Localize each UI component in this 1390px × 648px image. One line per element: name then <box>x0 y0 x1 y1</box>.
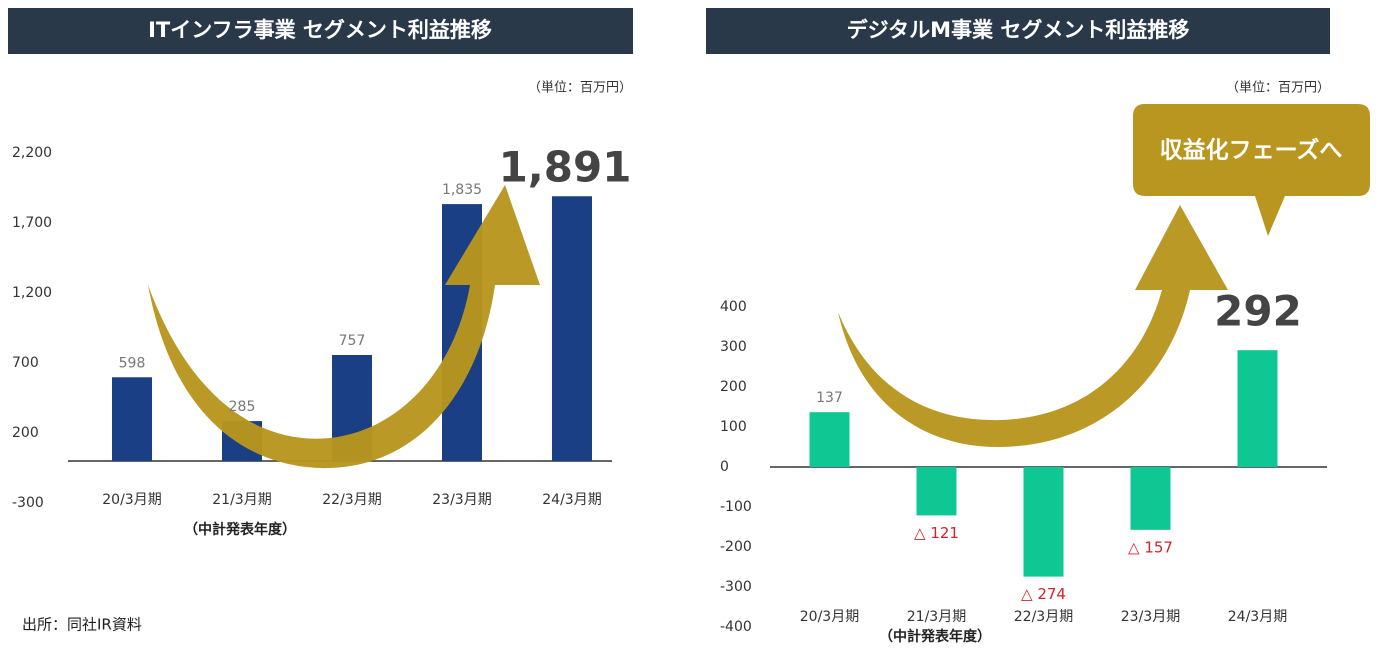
data-label: 757 <box>339 333 366 349</box>
source-note: 出所：同社IR資料 <box>22 616 142 634</box>
y-tick-label: -300 <box>12 495 44 511</box>
data-label: △ 157 <box>1128 538 1173 556</box>
bar <box>1237 350 1278 467</box>
y-tick-label: -300 <box>720 579 752 595</box>
chart-title: ITインフラ事業 セグメント利益推移 <box>148 18 492 42</box>
axis-subtitle: （中計発表年度） <box>879 628 991 645</box>
y-tick-label: 2,200 <box>12 145 52 161</box>
data-label: △ 121 <box>914 524 959 542</box>
unit-label: （単位：百万円） <box>1226 80 1330 96</box>
y-tick-label: -200 <box>720 539 752 555</box>
bar <box>112 377 152 461</box>
bar <box>809 412 850 467</box>
bar <box>1023 467 1064 577</box>
x-tick-label: 22/3月期 <box>1014 609 1073 625</box>
data-label: △ 274 <box>1021 585 1066 603</box>
chart-title: デジタルM事業 セグメント利益推移 <box>847 18 1190 42</box>
bar <box>916 467 957 516</box>
y-tick-label: -400 <box>720 619 752 635</box>
x-tick-label: 22/3月期 <box>322 492 381 508</box>
data-label: 1,891 <box>499 143 632 192</box>
x-tick-label: 23/3月期 <box>1121 609 1180 625</box>
data-label: 292 <box>1214 287 1302 336</box>
y-tick-label: 700 <box>12 355 39 371</box>
x-tick-label: 20/3月期 <box>102 492 161 508</box>
x-tick-label: 24/3月期 <box>1228 609 1287 625</box>
callout <box>1133 104 1370 236</box>
y-tick-label: 1,200 <box>12 285 52 301</box>
bar <box>1130 467 1171 530</box>
unit-label: （単位：百万円） <box>528 80 632 96</box>
header-bar <box>706 8 1330 54</box>
x-tick-label: 24/3月期 <box>542 492 601 508</box>
growth-arrow <box>148 185 540 469</box>
data-label: 137 <box>816 390 843 406</box>
axis-subtitle: （中計発表年度） <box>184 521 296 538</box>
x-tick-label: 21/3月期 <box>907 609 966 625</box>
y-tick-label: 300 <box>720 339 747 355</box>
y-tick-label: 200 <box>12 425 39 441</box>
x-tick-label: 23/3月期 <box>432 492 491 508</box>
y-tick-label: 400 <box>720 299 747 315</box>
y-tick-label: 0 <box>720 459 729 475</box>
data-label: 598 <box>119 355 146 371</box>
data-label: 285 <box>229 399 256 415</box>
data-label: 1,835 <box>442 182 482 198</box>
y-tick-label: 1,700 <box>12 215 52 231</box>
bar <box>552 196 592 461</box>
header-bar <box>8 8 633 54</box>
growth-arrow <box>838 205 1228 448</box>
y-tick-label: 100 <box>720 419 747 435</box>
y-tick-label: -100 <box>720 499 752 515</box>
callout-text: 収益化フェーズへ <box>1160 137 1343 164</box>
y-tick-label: 200 <box>720 379 747 395</box>
x-tick-label: 20/3月期 <box>800 609 859 625</box>
x-tick-label: 21/3月期 <box>212 492 271 508</box>
